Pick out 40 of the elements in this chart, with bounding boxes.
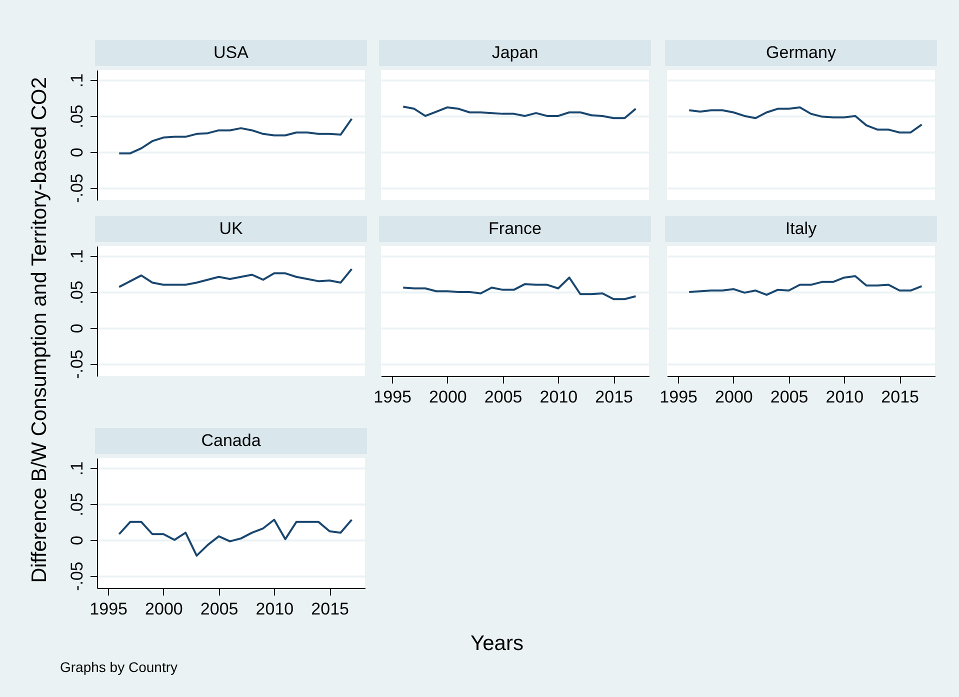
y-tick-label: 0	[68, 324, 86, 334]
chart-title: Japan	[379, 40, 651, 66]
x-tick-label: 1995	[90, 600, 128, 618]
x-tick-label: 1995	[660, 388, 698, 406]
line-series	[118, 118, 353, 154]
x-tick-label: 2005	[484, 388, 522, 406]
y-tick-label: 0	[68, 148, 86, 158]
x-tick-label: 1995	[374, 388, 412, 406]
y-tick-label: -.05	[68, 350, 86, 379]
x-tick-label: 2015	[595, 388, 633, 406]
x-tick-label: 2000	[145, 600, 183, 618]
x-tick-label: 2010	[540, 388, 578, 406]
chart-title: UK	[95, 216, 367, 242]
y-tick-label: .05	[68, 492, 86, 516]
chart-title: Canada	[95, 428, 367, 454]
chart-title: France	[379, 216, 651, 242]
line-series	[118, 268, 353, 288]
text: Graphs by Country	[60, 659, 178, 675]
y-tick-label: .1	[68, 461, 86, 476]
y-tick-label: 0	[68, 536, 86, 546]
x-tick-label: 2010	[826, 388, 864, 406]
chart-title: Germany	[665, 40, 937, 66]
y-tick-label: .05	[68, 104, 86, 128]
y-tick-label: .1	[68, 73, 86, 88]
x-tick-label: 2015	[311, 600, 349, 618]
line-series	[118, 518, 353, 557]
x-tick-label: 2000	[715, 388, 753, 406]
x-tick-label: 2010	[256, 600, 294, 618]
y-tick-label: .1	[68, 249, 86, 264]
chart-title: USA	[95, 40, 367, 66]
y-axis-title: Difference B/W Consumption and Territory-based CO2	[28, 77, 52, 583]
x-axis-title: Years	[470, 632, 524, 656]
x-tick-label: 2015	[881, 388, 919, 406]
x-tick-label: 2000	[429, 388, 467, 406]
y-tick-label: -.05	[68, 562, 86, 591]
y-tick-label: .05	[68, 280, 86, 304]
x-tick-label: 2005	[770, 388, 808, 406]
chart-title: Italy	[665, 216, 937, 242]
y-tick-label: -.05	[68, 174, 86, 203]
x-tick-label: 2005	[200, 600, 238, 618]
